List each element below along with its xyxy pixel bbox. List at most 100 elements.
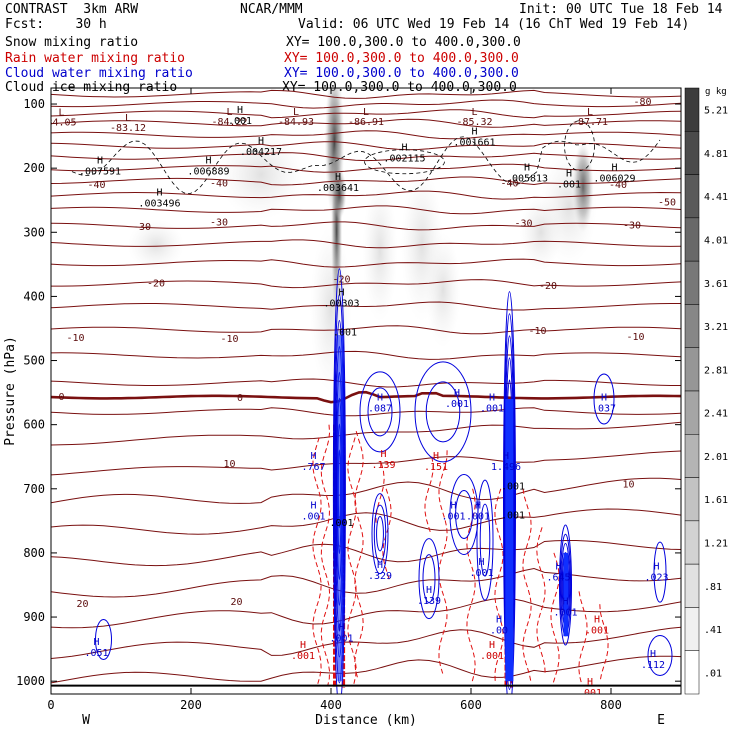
cloud-water-contour <box>414 361 472 463</box>
rain-contour <box>494 488 504 682</box>
colorbar-label: 2.01 <box>704 452 728 463</box>
cloud-water-contour <box>376 516 384 552</box>
high-marker: H <box>471 127 477 138</box>
ice-label: .001 <box>501 482 525 493</box>
cloud-water-contour <box>359 371 401 453</box>
rain-contour <box>522 488 532 682</box>
isotherm-label: 20 <box>230 597 242 608</box>
colorbar-swatch <box>684 390 700 435</box>
cloud-water-contour <box>422 554 436 604</box>
colorbar-label: 1.21 <box>704 539 728 550</box>
isotherm-label: -20 <box>147 278 165 289</box>
cloud-water-max-label: .001 <box>469 568 493 579</box>
low-marker: L <box>293 107 299 118</box>
snow-shade <box>520 193 562 271</box>
snow-contour-dashed <box>71 136 661 195</box>
snow-max-label: .001 <box>557 179 581 190</box>
colorbar-swatch <box>684 217 700 262</box>
high-marker: H <box>562 597 568 608</box>
min-temp-label: -85.32 <box>456 117 492 128</box>
isotherm-label: -50 <box>658 198 676 209</box>
cloud-water-contour <box>455 489 473 539</box>
min-temp-label: -83.12 <box>110 123 146 134</box>
colorbar-label: .41 <box>704 625 722 636</box>
isotherm-label: -10 <box>626 332 644 343</box>
cloud-water-max-label: .00 <box>490 626 508 637</box>
isotherm-line <box>51 450 681 476</box>
cloud-water-contour <box>479 503 491 577</box>
high-marker: H <box>454 388 460 399</box>
isotherm-label: -30 <box>210 217 228 228</box>
high-marker: H <box>650 649 656 660</box>
high-marker: H <box>475 500 481 511</box>
rain-contour <box>599 604 609 682</box>
isotherm-label: -40 <box>87 180 105 191</box>
field-xy-rain: XY= 100.0,300.0 to 400.0,300.0 <box>284 51 519 66</box>
high-marker: H <box>97 155 103 166</box>
colorbar-swatch <box>684 174 700 219</box>
isotherm-line <box>51 567 681 598</box>
cloud-water-core <box>563 552 569 637</box>
min-temp-label: -86.91 <box>348 117 384 128</box>
valid-time: Valid: 06 UTC Wed 19 Feb 14 (16 ChT Wed … <box>298 17 690 32</box>
min-temp-label: 84.05 <box>46 118 76 129</box>
isotherm-label: -40 <box>500 178 518 189</box>
snow-max-label: .006889 <box>187 166 229 177</box>
rain-contour <box>550 552 560 684</box>
rain-contour <box>347 437 357 684</box>
center-name: NCAR/MMM <box>240 2 303 17</box>
isotherm-label: -30 <box>514 219 532 230</box>
high-marker: H <box>450 500 456 511</box>
y-tick-label: 500 <box>23 354 45 368</box>
high-marker: H <box>401 143 407 154</box>
cloud-water-contour <box>503 291 516 694</box>
x-tick-label: 0 <box>47 698 54 712</box>
isotherm-line <box>51 205 681 215</box>
isotherm-line <box>51 540 681 567</box>
colorbar-label: 3.21 <box>704 322 728 333</box>
cloud-water-contour <box>647 635 673 677</box>
field-xy-snow: XY= 100.0,300.0 to 400.0,300.0 <box>286 35 521 50</box>
cloud-water-max-label: .001 <box>301 511 325 522</box>
isotherm-label: -40 <box>210 178 228 189</box>
colorbar-label: 4.41 <box>704 192 728 203</box>
isotherm-line <box>51 130 681 140</box>
colorbar-label: 2.81 <box>704 365 728 376</box>
colorbar-label: 4.81 <box>704 149 728 160</box>
plot-frame <box>50 87 682 695</box>
cloud-water-contour <box>593 373 615 425</box>
cloud-water-max-label: .112 <box>641 660 665 671</box>
isotherm-line <box>51 239 681 249</box>
colorbar-label: .81 <box>704 582 722 593</box>
rain-contour <box>382 488 392 582</box>
cloud-water-contour <box>653 541 667 603</box>
cloud-water-contour <box>95 618 112 660</box>
isotherm-line <box>51 508 681 535</box>
high-marker: H <box>237 105 243 116</box>
cloud-water-max-label: .001 <box>445 399 469 410</box>
cloud-water-max-label: .051 <box>84 648 108 659</box>
snow-max-label: .004217 <box>240 147 282 158</box>
low-marker: L <box>471 107 477 118</box>
high-marker: H <box>377 560 383 571</box>
isotherm-label: -30 <box>623 221 641 232</box>
isotherm-label: -10 <box>66 333 84 344</box>
rain-contour <box>312 437 322 684</box>
cloud-water-max-label: .001 <box>553 608 577 619</box>
high-marker: H <box>496 615 502 626</box>
colorbar-swatch <box>684 87 700 132</box>
isotherm-line <box>51 176 681 186</box>
cloud-water-core <box>337 334 344 682</box>
min-temp-label: -84.22 <box>211 117 247 128</box>
high-marker: H <box>489 640 495 651</box>
cloud-water-core <box>505 399 514 682</box>
isotherm-label: 10 <box>622 480 634 491</box>
freezing-level-line <box>51 390 681 404</box>
colorbar-swatch <box>684 607 700 651</box>
ice-label: .001 <box>329 518 353 529</box>
colorbar-swatch <box>684 131 700 175</box>
rain-max-label: .001 <box>291 651 315 662</box>
cloud-water-max-label: .329 <box>368 571 392 582</box>
x-tick-label: 600 <box>460 698 482 712</box>
